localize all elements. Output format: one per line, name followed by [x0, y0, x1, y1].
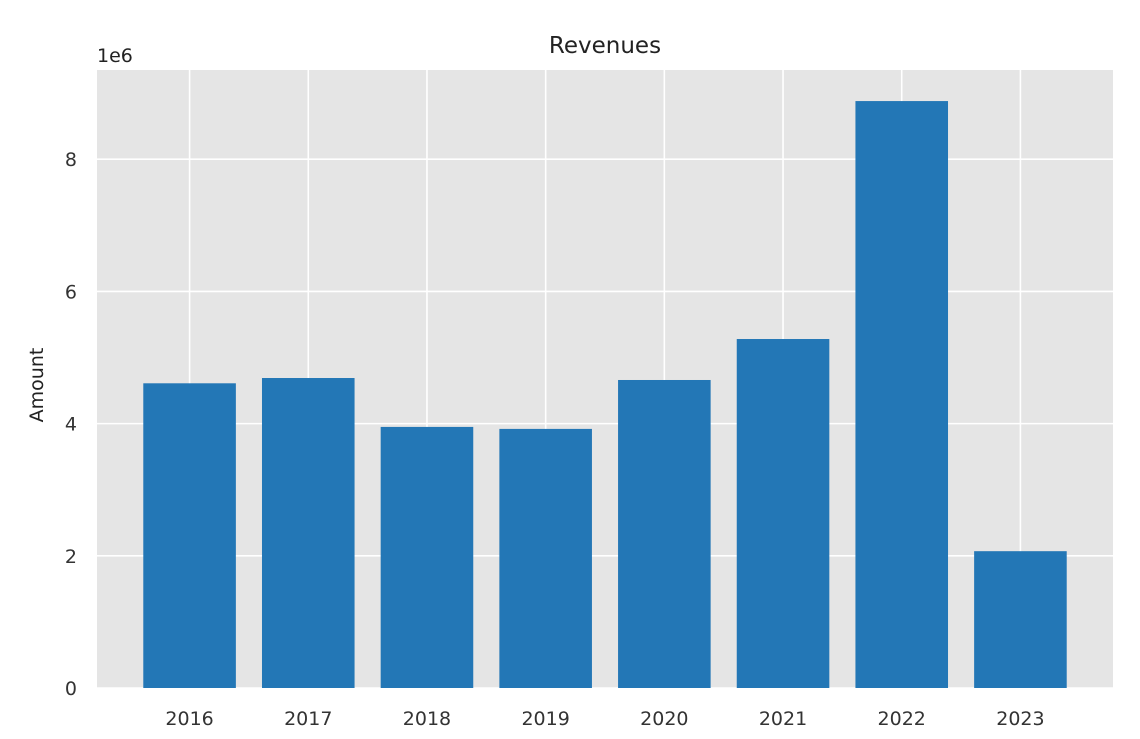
- x-tick-label: 2017: [284, 708, 332, 730]
- bar-2022: [855, 101, 949, 688]
- bar-2017: [261, 378, 355, 688]
- x-tick-label: 2016: [165, 708, 213, 730]
- x-tick-label: 2023: [996, 708, 1044, 730]
- bars: [143, 101, 1067, 688]
- y-tick-labels: 0 2 4 6 8: [65, 149, 77, 700]
- y-tick-label: 0: [65, 678, 77, 700]
- plot-area: [97, 70, 1113, 688]
- chart-title: Revenues: [549, 33, 661, 59]
- y-tick-label: 8: [65, 149, 77, 171]
- x-tick-label: 2021: [759, 708, 807, 730]
- bar-2016: [143, 383, 236, 688]
- y-tick-label: 4: [65, 414, 77, 436]
- x-tick-label: 2022: [878, 708, 926, 730]
- x-tick-label: 2019: [521, 708, 569, 730]
- x-tick-labels: 2016 2017 2018 2019 2020 2021 2022 2023: [165, 708, 1044, 730]
- y-tick-label: 2: [65, 546, 77, 568]
- bar-2023: [974, 551, 1067, 688]
- bar-2020: [618, 379, 711, 688]
- y-tick-label: 6: [65, 281, 77, 303]
- bar-2018: [380, 426, 474, 688]
- y-offset-label: 1e6: [97, 45, 133, 67]
- bar-2019: [499, 428, 592, 688]
- x-tick-label: 2018: [403, 708, 451, 730]
- y-axis-label: Amount: [26, 348, 48, 423]
- x-tick-label: 2020: [640, 708, 688, 730]
- bar-2021: [736, 339, 830, 688]
